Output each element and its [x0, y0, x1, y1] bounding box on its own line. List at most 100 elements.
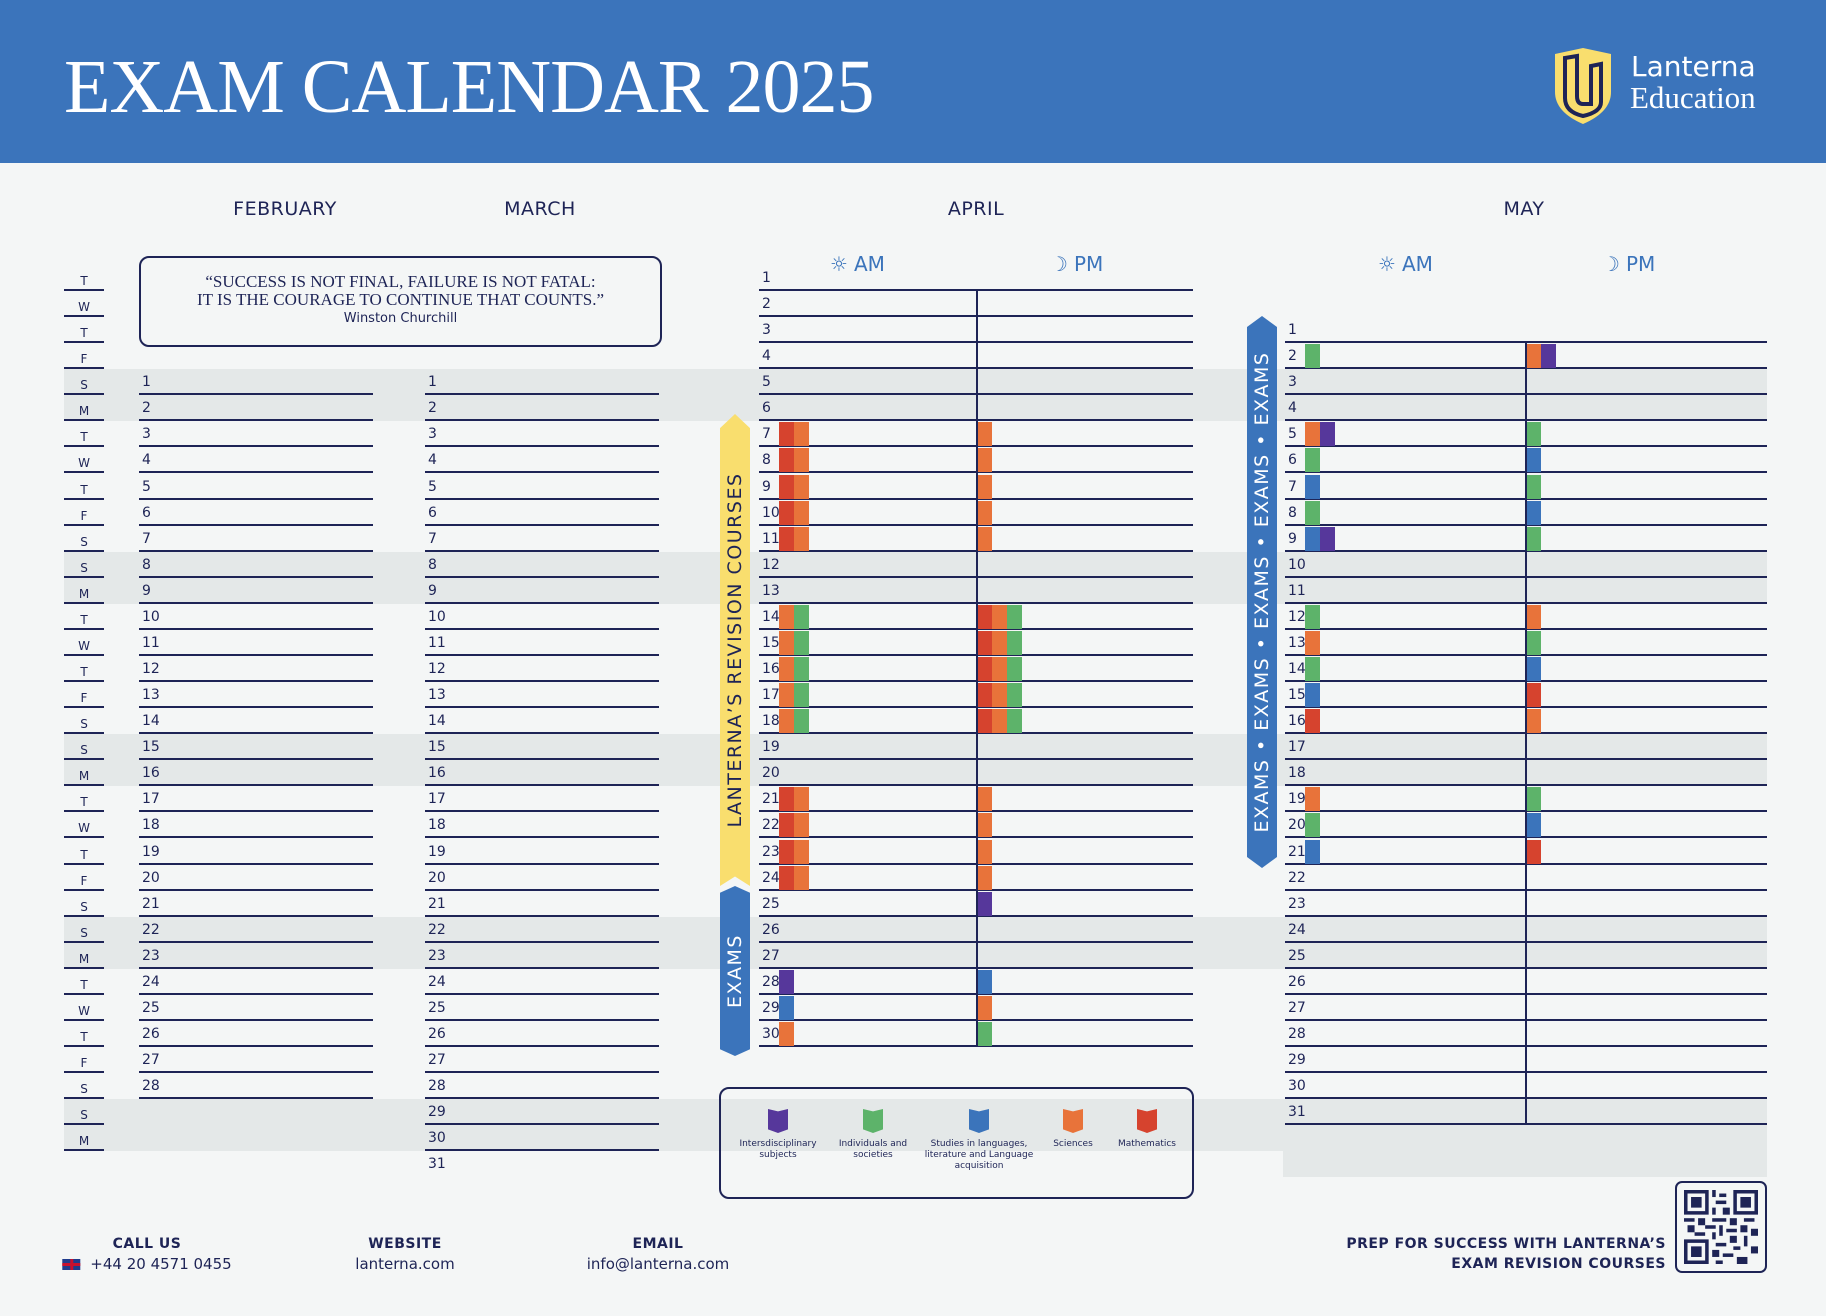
february-day-row: 22 [139, 917, 373, 943]
book-icon [1137, 1109, 1157, 1133]
february-day-row: 28 [139, 1073, 373, 1100]
email-heading: EMAIL [632, 1236, 684, 1252]
may-pm-individuals-session-marker [1526, 787, 1541, 812]
march-day-row: 1 [425, 369, 659, 396]
book-icon [1063, 1109, 1083, 1133]
legend-item-individuals: Individuals and societies [828, 1109, 918, 1161]
april-pm-sciences-session-marker [992, 604, 1007, 629]
legend-label: Intersdisciplinary subjects [739, 1139, 817, 1160]
weekday-label: F [64, 343, 104, 370]
april-pm-sciences-session-marker [977, 422, 992, 447]
april-am-sciences-session-marker [779, 604, 794, 629]
may-am-sciences-session-marker [1305, 787, 1320, 812]
website-link[interactable]: lanterna.com [355, 1255, 455, 1273]
april-am-sciences-session-marker [794, 422, 809, 447]
weekday-label: T [64, 839, 104, 865]
april-am-sciences-session-marker [779, 1022, 794, 1047]
month-label-february: FEBRUARY [233, 198, 337, 220]
quote-line-1: “SUCCESS IS NOT FINAL, FAILURE IS NOT FA… [205, 272, 596, 291]
march-day-row: 31 [428, 1156, 446, 1173]
april-am-individuals-session-marker [794, 604, 809, 629]
april-pm-sciences-session-marker [992, 657, 1007, 682]
may-am-languages-session-marker [1305, 474, 1320, 499]
april-am-individuals-session-marker [794, 683, 809, 708]
april-am-sciences-session-marker [794, 500, 809, 525]
april-am-mathematics-session-marker [779, 448, 794, 473]
march-day-row: 6 [425, 500, 659, 526]
may-am-individuals-session-marker [1305, 500, 1320, 525]
may-pm-languages-session-marker [1526, 500, 1541, 525]
book-icon [863, 1109, 883, 1133]
april-pm-languages-session-marker [977, 969, 992, 994]
february-day-row: 18 [139, 812, 373, 839]
weekday-label: T [64, 656, 104, 683]
march-day-row: 18 [425, 812, 659, 839]
email-link[interactable]: info@lanterna.com [586, 1255, 730, 1273]
weekday-label: M [64, 1125, 104, 1152]
weekday-label: S [64, 369, 104, 396]
april-pm-individuals-session-marker [1007, 604, 1022, 629]
weekday-label: T [64, 604, 104, 630]
april-pm-sciences-session-marker [977, 995, 992, 1020]
weekday-label: T [64, 1021, 104, 1048]
phone-number[interactable]: +44 20 4571 0455 [62, 1255, 232, 1273]
lanterna-shield-logo-icon [1555, 48, 1611, 124]
weekday-label: W [64, 447, 104, 474]
may-am-interdisciplinary-session-marker [1320, 422, 1335, 447]
may-am-languages-session-marker [1305, 526, 1320, 551]
february-day-row: 11 [139, 630, 373, 656]
march-day-row: 23 [425, 943, 659, 969]
march-day-row: 21 [425, 891, 659, 917]
may-pm-sciences-session-marker [1526, 709, 1541, 734]
legend-label: Sciences [1053, 1139, 1093, 1149]
march-day-row: 22 [425, 917, 659, 943]
march-day-row: 17 [425, 786, 659, 813]
weekend-band [64, 1099, 1767, 1126]
april-pm-sciences-session-marker [977, 500, 992, 525]
april-am-sciences-session-marker [794, 813, 809, 838]
may-pm-languages-session-marker [1526, 813, 1541, 838]
april-am-mathematics-session-marker [779, 865, 794, 890]
april-am-mathematics-session-marker [779, 787, 794, 812]
april-am-sciences-session-marker [779, 657, 794, 682]
may-pm-languages-session-marker [1526, 448, 1541, 473]
may-am-pm-divider [1525, 343, 1527, 1126]
weekday-label: F [64, 1047, 104, 1074]
february-day-row: 23 [139, 943, 373, 969]
may-pm-header: ☽ PM [1602, 252, 1656, 276]
legend-item-sciences: Sciences [1028, 1109, 1118, 1150]
february-day-row: 10 [139, 604, 373, 630]
march-day-row: 19 [425, 839, 659, 865]
april-pm-individuals-session-marker [977, 1022, 992, 1047]
april-am-individuals-session-marker [794, 630, 809, 655]
weekend-band [1283, 1151, 1767, 1178]
legend-label: Mathematics [1118, 1139, 1176, 1149]
april-pm-individuals-session-marker [1007, 709, 1022, 734]
may-pm-languages-session-marker [1526, 657, 1541, 682]
may-pm-interdisciplinary-session-marker [1541, 344, 1556, 369]
revision-courses-ribbon: LANTERNA’S REVISION COURSES [720, 414, 750, 886]
qr-code-icon[interactable] [1675, 1181, 1767, 1273]
may-am-individuals-session-marker [1305, 448, 1320, 473]
weekday-label: T [64, 421, 104, 448]
may-am-individuals-session-marker [1305, 344, 1320, 369]
april-am-interdisciplinary-session-marker [779, 969, 794, 994]
weekday-label: S [64, 552, 104, 578]
may-am-individuals-session-marker [1305, 813, 1320, 838]
april-pm-interdisciplinary-session-marker [977, 891, 992, 916]
weekday-label: W [64, 812, 104, 839]
april-pm-individuals-session-marker [1007, 683, 1022, 708]
legend-box: Intersdisciplinary subjects Individuals a… [719, 1087, 1194, 1199]
february-day-row: 27 [139, 1047, 373, 1074]
weekday-label: M [64, 395, 104, 422]
weekday-label: M [64, 760, 104, 787]
legend-label: Studies in languages, literature and Lan… [924, 1139, 1034, 1171]
weekday-label: S [64, 708, 104, 735]
weekday-label: S [64, 891, 104, 917]
april-am-sciences-session-marker [794, 839, 809, 864]
february-day-row: 13 [139, 682, 373, 709]
march-day-row: 20 [425, 865, 659, 891]
april-am-individuals-session-marker [794, 657, 809, 682]
may-pm-individuals-session-marker [1526, 422, 1541, 447]
april-pm-mathematics-session-marker [977, 683, 992, 708]
